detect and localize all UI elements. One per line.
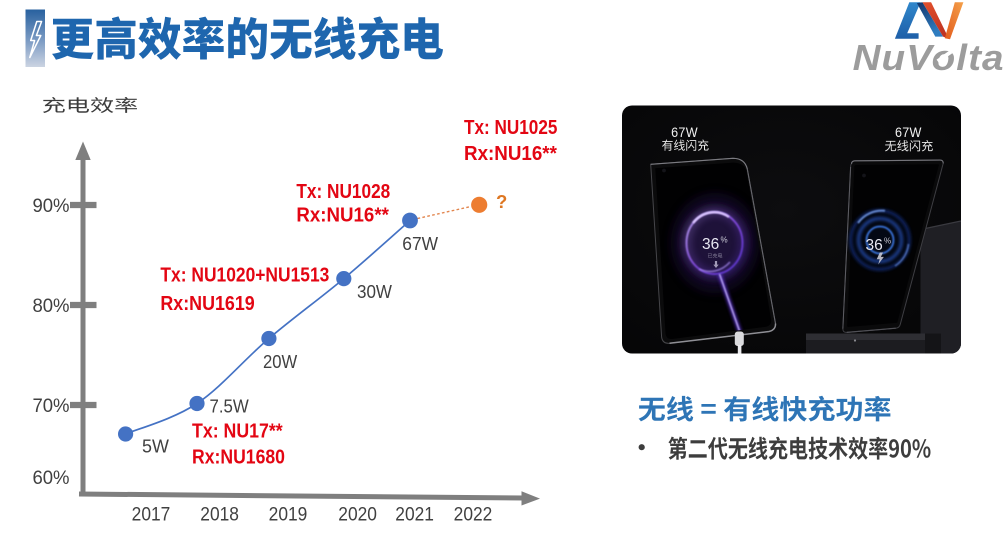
svg-text:80%: 80%: [32, 296, 69, 318]
svg-text:Tx: NU1025: Tx: NU1025: [464, 116, 557, 139]
svg-text:90%: 90%: [32, 196, 69, 218]
svg-text:67W: 67W: [402, 234, 438, 255]
svg-text:Rx:NU16**: Rx:NU16**: [296, 204, 389, 227]
svg-text:Rx:NU1680: Rx:NU1680: [192, 446, 285, 468]
svg-text:2017: 2017: [132, 503, 171, 525]
svg-text:2021: 2021: [395, 503, 434, 525]
svg-text:2018: 2018: [200, 503, 239, 525]
svg-text:Tx: NU1020+NU1513: Tx: NU1020+NU1513: [160, 263, 329, 285]
svg-text:%: %: [884, 237, 891, 246]
svg-text:30W: 30W: [357, 281, 392, 302]
svg-text:5W: 5W: [142, 436, 170, 456]
svg-text:Rx:NU16**: Rx:NU16**: [464, 143, 557, 166]
svg-text:2022: 2022: [454, 503, 493, 525]
svg-text:NuVolta: NuVolta: [853, 37, 1005, 77]
svg-text:Rx:NU1619: Rx:NU1619: [160, 293, 254, 315]
svg-text:36: 36: [702, 236, 719, 253]
svg-text:70%: 70%: [32, 396, 69, 418]
svg-text:36: 36: [866, 237, 883, 254]
svg-text:2019: 2019: [269, 503, 308, 525]
svg-text:67W: 67W: [895, 124, 922, 140]
svg-text:%: %: [721, 236, 728, 245]
svg-text:已充电: 已充电: [708, 253, 723, 260]
svg-text:2020: 2020: [338, 503, 377, 525]
svg-text:Tx: NU17**: Tx: NU17**: [192, 421, 283, 443]
svg-text:67W: 67W: [671, 124, 698, 140]
svg-text:Tx: NU1028: Tx: NU1028: [296, 180, 390, 202]
svg-text:7.5W: 7.5W: [210, 396, 250, 417]
svg-text:20W: 20W: [263, 351, 298, 372]
svg-text:60%: 60%: [32, 468, 69, 490]
svg-text:?: ?: [496, 191, 507, 212]
